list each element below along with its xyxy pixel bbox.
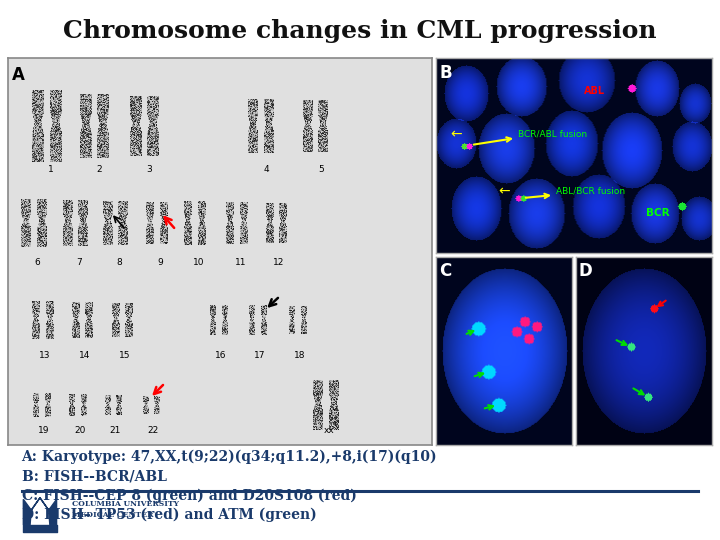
Text: 13: 13: [40, 351, 50, 360]
Text: ←: ←: [498, 184, 510, 198]
Text: 11: 11: [235, 258, 247, 267]
Text: 22: 22: [148, 426, 158, 435]
Text: 19: 19: [38, 426, 50, 435]
Text: B: B: [440, 64, 453, 82]
Text: 9: 9: [157, 258, 163, 267]
Text: 16: 16: [215, 351, 227, 360]
Text: COLUMBIA UNIVERSITY
MEDICAL CENTER: COLUMBIA UNIVERSITY MEDICAL CENTER: [72, 500, 179, 519]
Text: 21: 21: [109, 426, 121, 435]
Text: ABL: ABL: [584, 86, 605, 96]
Text: 10: 10: [193, 258, 204, 267]
Text: 12: 12: [274, 258, 284, 267]
Text: D: FISH– TP53 (red) and ATM (green): D: FISH– TP53 (red) and ATM (green): [22, 508, 316, 522]
Text: Chromosome changes in CML progression: Chromosome changes in CML progression: [63, 19, 657, 43]
Text: 15: 15: [120, 351, 131, 360]
Text: 4: 4: [264, 165, 269, 174]
Text: C: FISH--CEP 8 (green) and D20S108 (red): C: FISH--CEP 8 (green) and D20S108 (red): [22, 489, 356, 503]
Polygon shape: [23, 498, 57, 525]
Text: 14: 14: [79, 351, 91, 360]
Text: 3: 3: [146, 165, 152, 174]
Text: BCR/ABL fusion: BCR/ABL fusion: [518, 130, 587, 138]
Text: xx: xx: [323, 426, 334, 435]
Text: 20: 20: [74, 426, 86, 435]
Text: 17: 17: [254, 351, 266, 360]
Text: A: Karyotype: 47,XX,t(9;22)(q34;q11.2),+8,i(17)(q10): A: Karyotype: 47,XX,t(9;22)(q34;q11.2),+…: [22, 449, 437, 464]
Text: ←: ←: [450, 127, 462, 141]
Text: 5: 5: [318, 165, 324, 174]
Text: B: FISH--BCR/ABL: B: FISH--BCR/ABL: [22, 470, 166, 484]
Text: 1: 1: [48, 165, 54, 174]
Text: D: D: [579, 262, 593, 280]
Text: 8: 8: [116, 258, 122, 267]
Text: 2: 2: [96, 165, 102, 174]
Text: 18: 18: [294, 351, 306, 360]
Text: 7: 7: [76, 258, 82, 267]
Text: ABL/BCR fusion: ABL/BCR fusion: [556, 186, 625, 195]
Text: BCR: BCR: [646, 208, 670, 218]
Text: 6: 6: [34, 258, 40, 267]
Text: C: C: [439, 262, 451, 280]
Text: A: A: [12, 66, 25, 84]
